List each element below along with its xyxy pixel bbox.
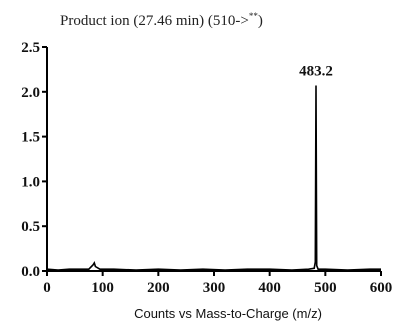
y-tick-label: 1.5 [21, 130, 40, 146]
x-axis-label: Counts vs Mass-to-Charge (m/z) [134, 306, 322, 321]
x-tick-label: 300 [203, 280, 226, 296]
plot-area: 0.0 0.5 1.0 1.5 2.0 2.5 0 100 200 300 400 500 600 483… [21, 40, 392, 296]
y-tick-label: 0.5 [21, 219, 40, 235]
x-tick-label: 500 [314, 280, 337, 296]
chart-title-superscript: ** [249, 11, 259, 21]
y-tick-label: 2.5 [21, 40, 40, 56]
x-tick-label: 200 [147, 280, 170, 296]
y-tick-label: 0.0 [21, 264, 40, 280]
y-tick-label: 2.0 [21, 85, 40, 101]
chart-title: Product ion (27.46 min) (510->**) [60, 11, 263, 29]
spectrum-line [46, 85, 381, 271]
x-tick-label: 0 [43, 280, 51, 296]
peak-label: 483.2 [299, 64, 333, 80]
chart-title-main: Product ion (27.46 min) (510-> [60, 13, 249, 29]
x-tick-label: 400 [258, 280, 281, 296]
y-tick-label: 1.0 [21, 174, 40, 190]
chart-title-end: ) [258, 13, 263, 29]
x-tick-label: 100 [91, 280, 114, 296]
x-tick-label: 600 [370, 280, 393, 296]
